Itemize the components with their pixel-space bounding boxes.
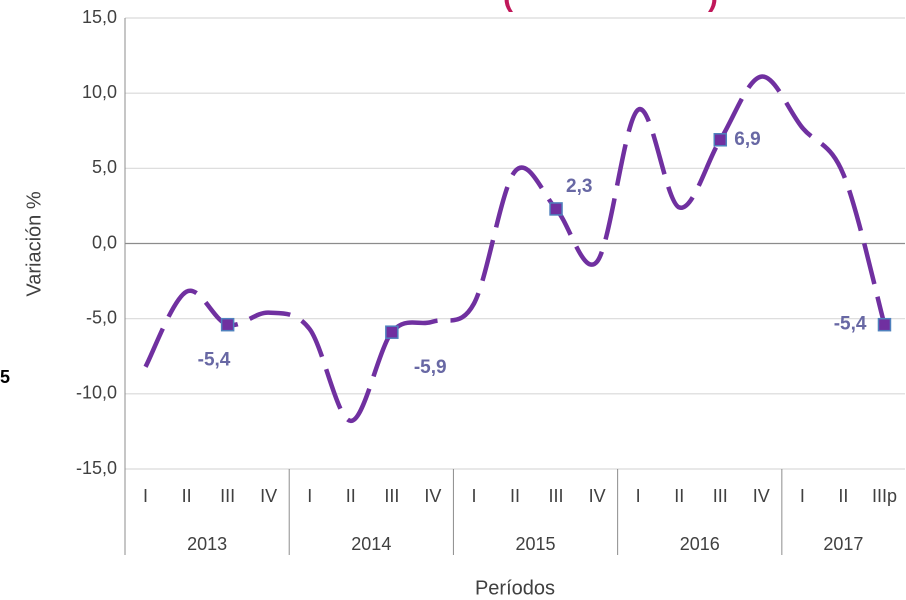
value-label: -5,4 <box>198 350 231 371</box>
marker <box>713 133 728 147</box>
group-label: 2014 <box>351 534 391 554</box>
group-label: 2017 <box>823 534 863 554</box>
y-tick-label: 5,0 <box>92 157 117 177</box>
x-tick-label: III <box>384 486 399 506</box>
value-label: 2,3 <box>566 176 592 197</box>
x-tick-label: IV <box>589 486 606 506</box>
x-tick-label: II <box>510 486 520 506</box>
x-tick-label: III <box>549 486 564 506</box>
marker <box>220 317 235 332</box>
value-label: 6,9 <box>734 129 760 150</box>
x-tick-label: I <box>307 486 312 506</box>
value-label: -5,4 <box>834 314 867 335</box>
x-tick-label: IIIp <box>872 486 897 506</box>
x-tick-label: I <box>636 486 641 506</box>
x-tick-label: IV <box>753 486 770 506</box>
value-label: -5,9 <box>414 357 447 378</box>
group-label: 2016 <box>680 534 720 554</box>
x-tick-label: III <box>713 486 728 506</box>
y-axis-label: Variación % <box>23 191 45 296</box>
x-tick-label: I <box>471 486 476 506</box>
y-tick-label: 10,0 <box>82 82 117 102</box>
marker <box>549 202 563 216</box>
series-line <box>143 74 887 424</box>
y-tick-label: 0,0 <box>92 232 117 252</box>
y-tick-label: -15,0 <box>76 458 117 478</box>
marker <box>877 317 892 332</box>
x-tick-label: III <box>220 486 235 506</box>
title-fragment: ( <box>503 0 513 13</box>
y-tick-label: -5,0 <box>86 307 117 327</box>
x-tick-label: I <box>143 486 148 506</box>
y-tick-label: -10,0 <box>76 383 117 403</box>
group-label: 2013 <box>187 534 227 554</box>
x-tick-label: II <box>674 486 684 506</box>
annotation: 5 <box>0 367 10 387</box>
x-tick-label: II <box>182 486 192 506</box>
x-tick-label: II <box>838 486 848 506</box>
x-tick-label: I <box>800 486 805 506</box>
x-tick-label: II <box>346 486 356 506</box>
x-tick-label: IV <box>424 486 441 506</box>
x-axis-label: Períodos <box>475 577 555 599</box>
title-fragment: ) <box>708 0 718 13</box>
group-label: 2015 <box>516 534 556 554</box>
y-tick-label: 15,0 <box>82 7 117 27</box>
x-tick-label: IV <box>260 486 277 506</box>
marker <box>385 325 399 339</box>
